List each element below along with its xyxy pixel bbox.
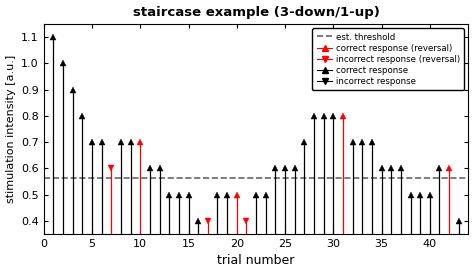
Legend: est. threshold, correct response (reversal), incorrect response (reversal), corr: est. threshold, correct response (revers… [312,28,464,90]
X-axis label: trial number: trial number [218,254,295,268]
Y-axis label: stimulation intensity [a.u.]: stimulation intensity [a.u.] [6,55,16,203]
Title: staircase example (3-down/1-up): staircase example (3-down/1-up) [133,5,380,19]
